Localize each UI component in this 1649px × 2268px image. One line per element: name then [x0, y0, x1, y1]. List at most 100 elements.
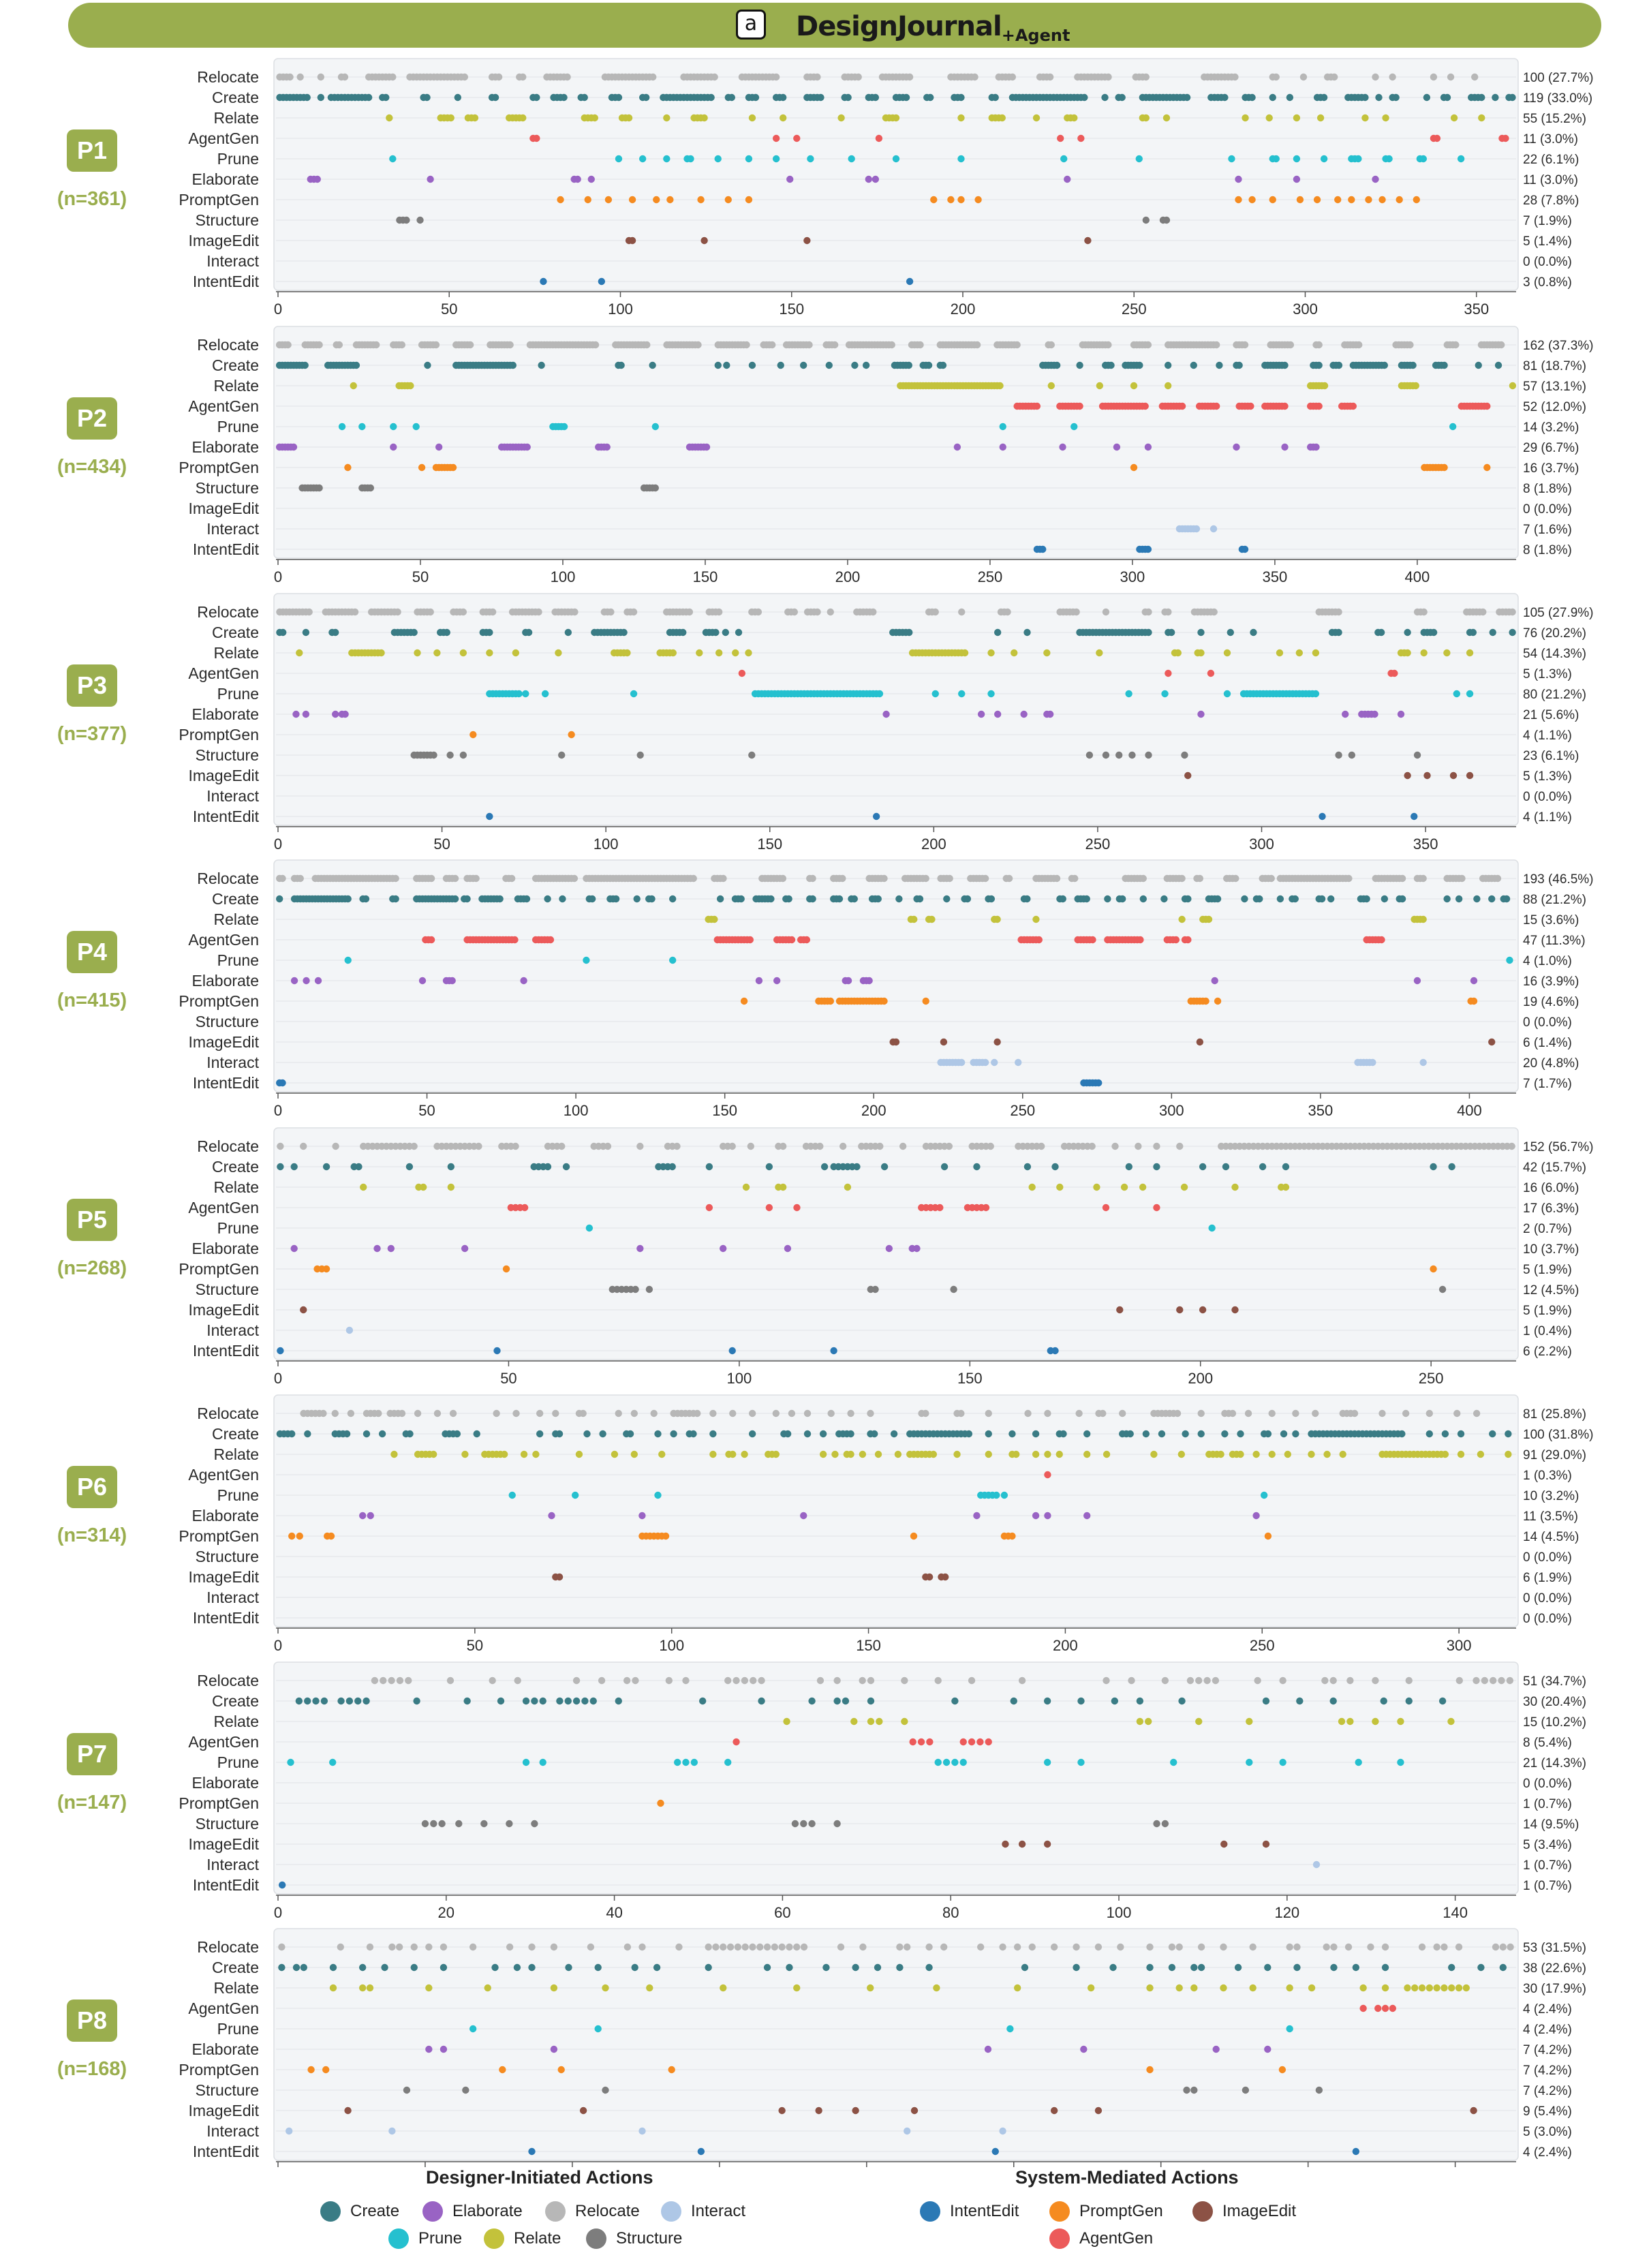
row-count-imageedit: 6 (1.9%) — [1523, 1571, 1572, 1585]
event-dot-structure — [438, 1820, 446, 1828]
event-dot-relocate — [315, 341, 323, 349]
event-dot-relate — [1316, 114, 1325, 122]
event-dot-relocate — [1111, 1142, 1119, 1150]
event-dot-relate — [1177, 1450, 1186, 1458]
event-dot-create — [1136, 1697, 1144, 1705]
event-dot-create — [1227, 628, 1234, 637]
event-dot-imageedit — [579, 2106, 587, 2115]
row-label-create: Create — [212, 1158, 259, 1176]
event-dot-create — [1488, 895, 1496, 903]
event-dot-prune — [957, 155, 965, 163]
event-dot-create — [767, 895, 775, 903]
event-dot-relocate — [1335, 608, 1342, 616]
event-dot-create — [1190, 1963, 1198, 1972]
event-dot-promptgen — [1470, 997, 1478, 1005]
legend: Designer-Initiated Actions System-Mediat… — [0, 2167, 1649, 2268]
event-dot-relocate — [1406, 341, 1414, 349]
event-dot-prune — [585, 1224, 594, 1232]
event-dot-elaborate — [773, 977, 781, 985]
participant-count: (n=415) — [57, 990, 127, 1011]
event-dot-intentedit — [697, 2147, 705, 2156]
event-dot-elaborate — [1470, 977, 1478, 985]
event-dot-relocate — [284, 341, 292, 349]
event-dot-relate — [591, 114, 599, 122]
event-dot-create — [275, 895, 283, 903]
event-dot-create — [1250, 628, 1257, 637]
event-dot-relocate — [1094, 1943, 1103, 1951]
event-dot-create — [1221, 93, 1229, 102]
event-dot-create — [378, 1430, 386, 1438]
event-dot-interact — [1419, 1058, 1427, 1067]
event-dot-promptgen — [922, 997, 929, 1005]
event-dot-promptgen — [880, 997, 888, 1005]
event-dot-relate — [1096, 382, 1104, 390]
event-dot-relocate — [675, 1943, 683, 1951]
row-count-create: 38 (22.6%) — [1523, 1961, 1586, 1976]
event-dot-create — [874, 895, 882, 903]
participant-badge — [67, 1199, 117, 1241]
event-dot-relocate — [1329, 1676, 1337, 1685]
event-dot-relocate — [508, 874, 516, 883]
event-dot-elaborate — [290, 443, 298, 451]
event-dot-relate — [1323, 1450, 1331, 1458]
event-dot-relocate — [427, 874, 435, 883]
event-dot-relocate — [1458, 874, 1466, 883]
event-dot-relate — [819, 1450, 827, 1458]
event-dot-elaborate — [548, 1512, 555, 1520]
event-dot-relocate — [1440, 1943, 1448, 1951]
event-dot-relocate — [1286, 341, 1295, 349]
row-count-imageedit: 5 (1.9%) — [1523, 1304, 1572, 1318]
event-dot-relate — [1293, 114, 1301, 122]
event-dot-elaborate — [844, 977, 852, 985]
row-label-structure: Structure — [196, 1013, 259, 1030]
event-dot-create — [343, 1430, 351, 1438]
event-dot-promptgen — [1269, 196, 1276, 204]
event-dot-elaborate — [1080, 2045, 1088, 2053]
event-dot-create — [1282, 1163, 1290, 1171]
row-label-promptgen: PromptGen — [179, 1260, 259, 1278]
event-dot-agentgen — [1247, 402, 1254, 410]
row-count-elaborate: 11 (3.5%) — [1523, 1510, 1578, 1524]
event-dot-promptgen — [327, 1532, 335, 1540]
event-dot-structure — [416, 216, 424, 224]
event-dot-create — [872, 93, 880, 102]
event-dot-intentedit — [1095, 1079, 1103, 1087]
event-dot-relocate — [1433, 1943, 1440, 1951]
event-dot-relate — [1286, 1984, 1293, 1992]
event-dot-imageedit — [1050, 2106, 1058, 2115]
legend-label: Relate — [514, 2229, 561, 2248]
event-dot-relate — [555, 649, 562, 657]
event-dot-prune — [287, 1758, 294, 1766]
x-tick-label: 150 — [779, 301, 804, 318]
row-count-promptgen: 16 (3.7%) — [1523, 461, 1579, 476]
event-dot-relocate — [1232, 874, 1239, 883]
event-dot-promptgen — [930, 196, 938, 204]
event-dot-create — [1010, 1697, 1017, 1705]
event-dot-relocate — [1099, 1409, 1107, 1418]
event-dot-create — [531, 1697, 538, 1705]
event-dot-relate — [447, 114, 454, 122]
event-dot-imageedit — [1184, 771, 1192, 780]
event-dot-elaborate — [784, 1244, 792, 1253]
event-dot-relate — [1346, 1717, 1354, 1726]
event-dot-elaborate — [435, 443, 443, 451]
event-dot-create — [528, 1963, 536, 1972]
row-count-promptgen: 4 (1.1%) — [1523, 729, 1572, 743]
event-dot-create — [1455, 895, 1463, 903]
event-dot-relocate — [552, 1409, 559, 1418]
event-dot-create — [1142, 1430, 1150, 1438]
event-dot-intentedit — [528, 2147, 536, 2156]
event-dot-relate — [459, 649, 467, 657]
event-dot-create — [497, 1697, 505, 1705]
event-dot-prune — [412, 423, 420, 431]
event-dot-relocate — [1013, 341, 1021, 349]
row-label-elaborate: Elaborate — [192, 1507, 259, 1524]
row-label-intentedit: IntentEdit — [193, 273, 260, 290]
event-dot-relocate — [985, 1409, 992, 1418]
event-dot-create — [1197, 1963, 1205, 1972]
row-label-imageedit: ImageEdit — [188, 767, 259, 784]
event-dot-agentgen — [909, 1738, 916, 1746]
event-dot-elaborate — [1059, 443, 1066, 451]
event-dot-relocate — [1330, 1943, 1338, 1951]
event-dot-relocate — [1071, 874, 1079, 883]
